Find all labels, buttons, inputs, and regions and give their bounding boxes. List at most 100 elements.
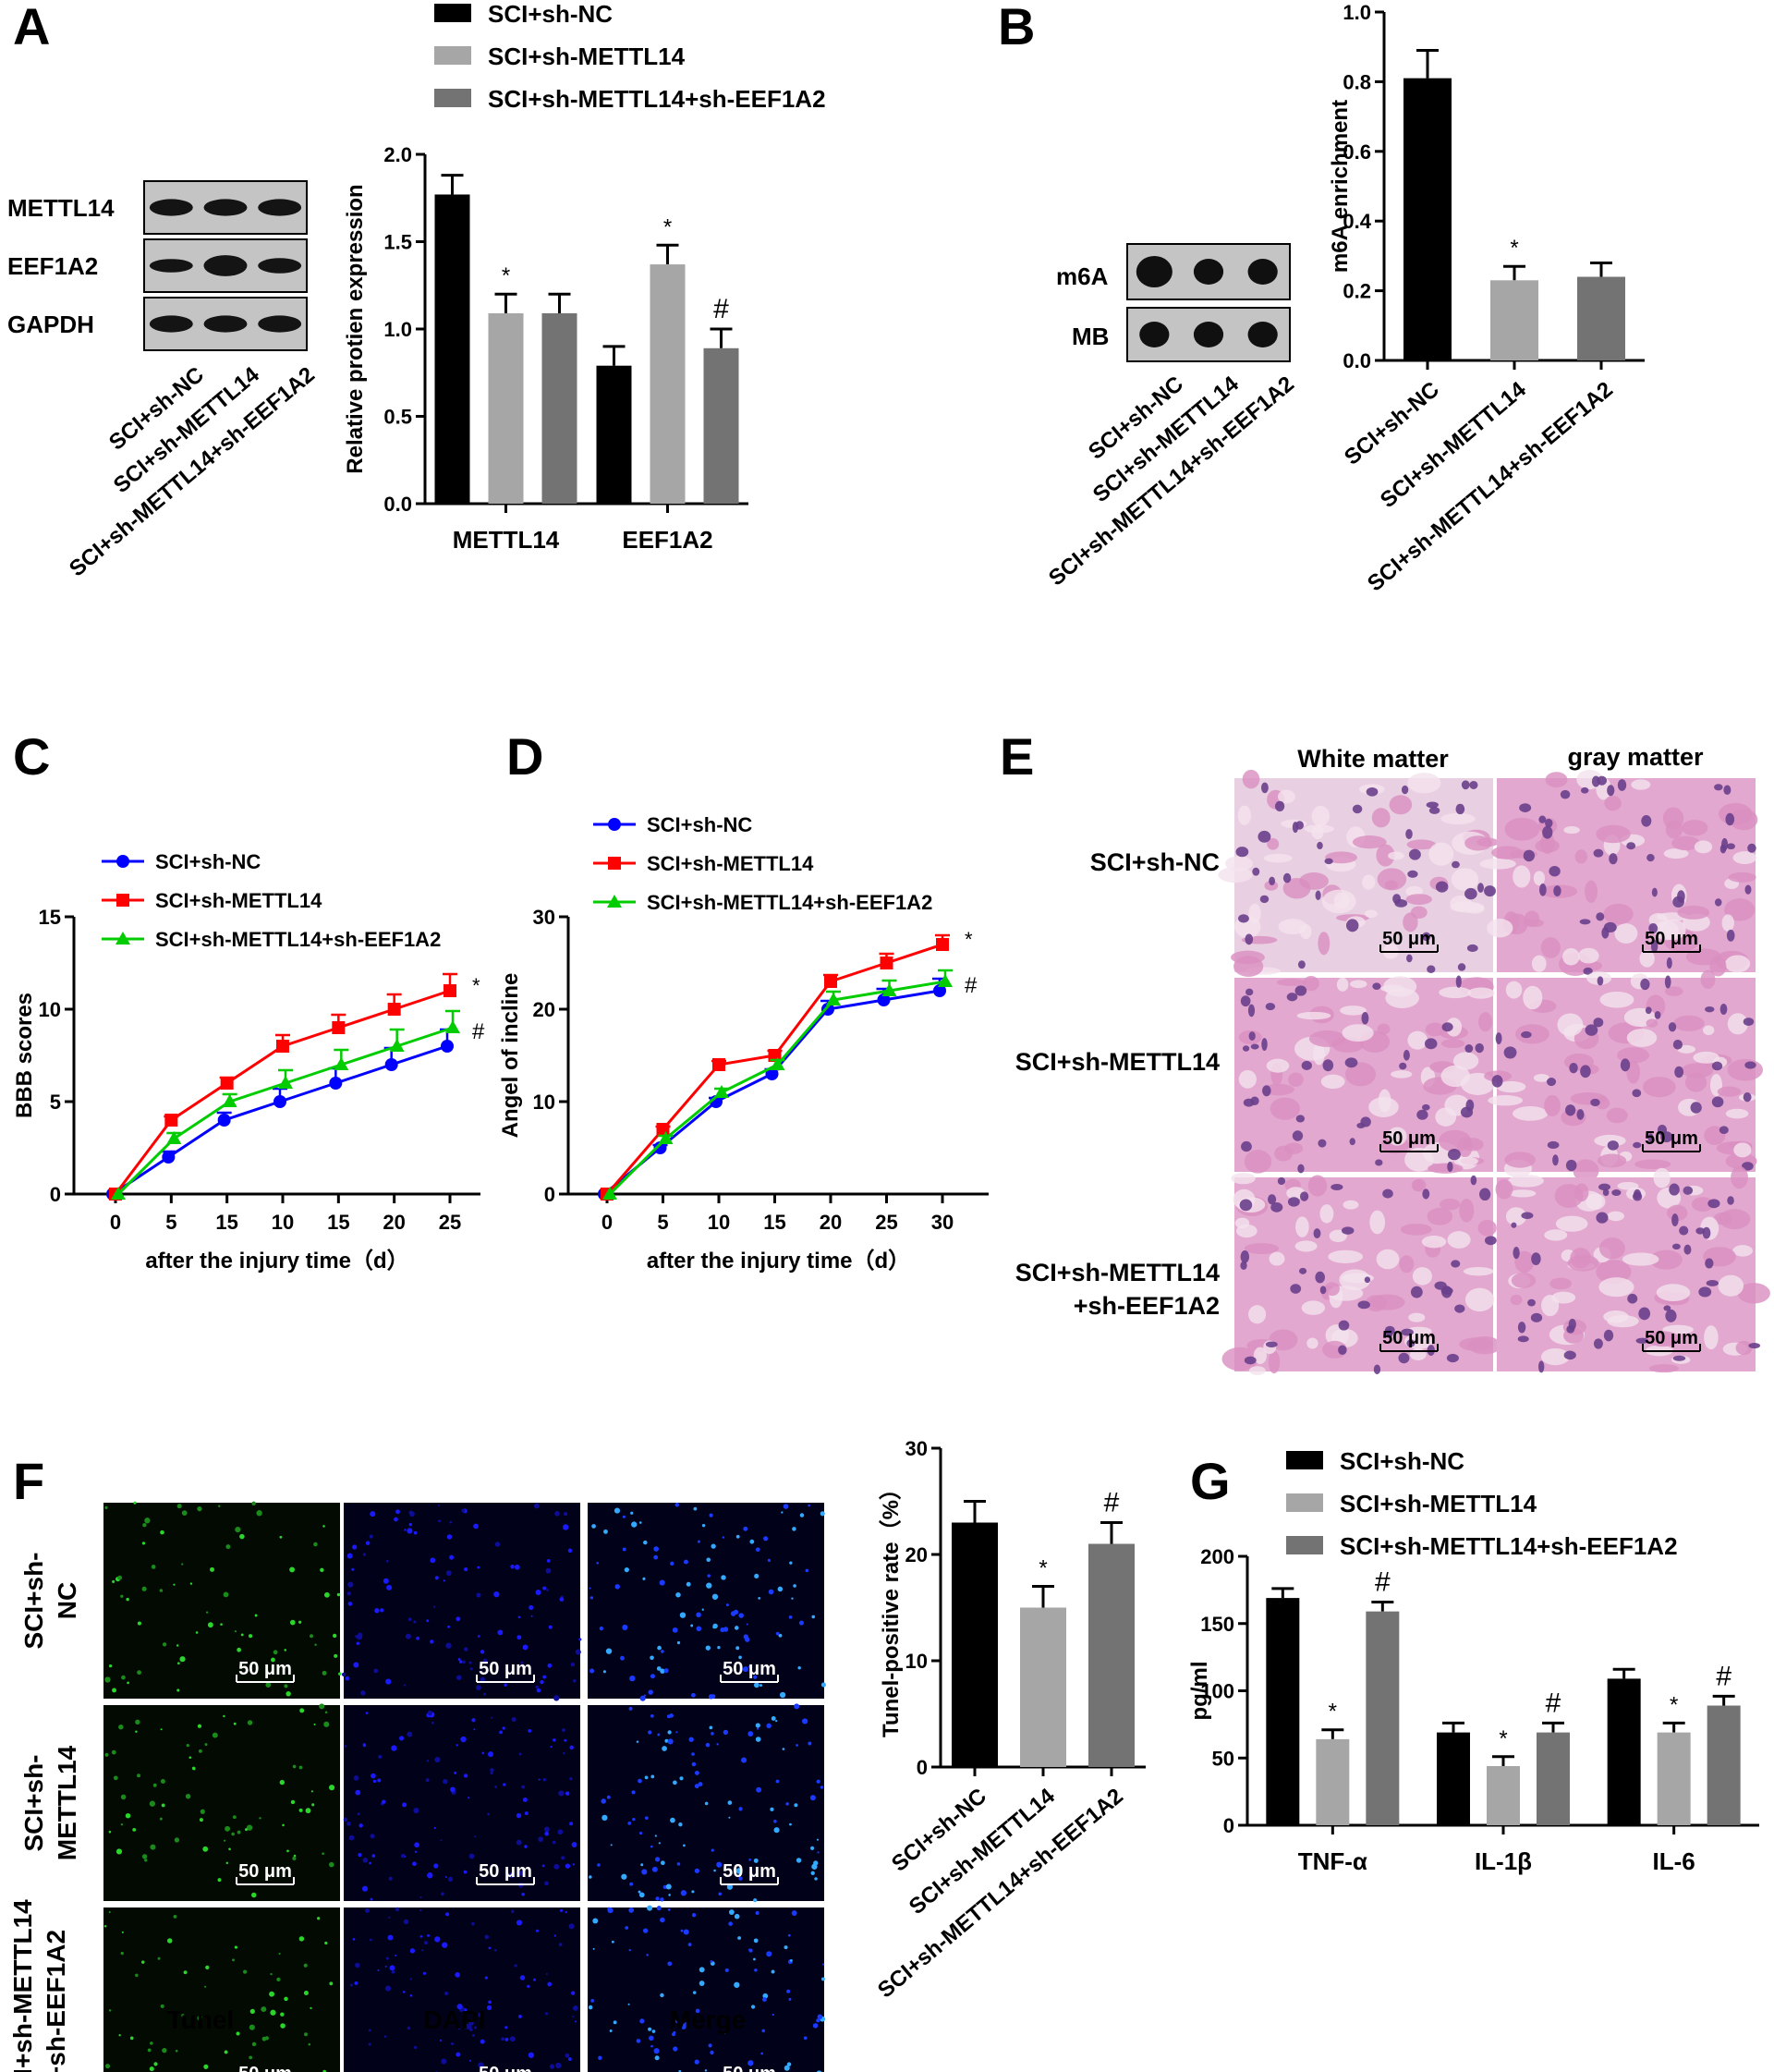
chart-d-x-tick-label: 30 bbox=[931, 1211, 954, 1234]
fluorescence-cell bbox=[691, 1761, 697, 1767]
chart-c-data-point bbox=[166, 1131, 182, 1144]
he-nucleus bbox=[1719, 1126, 1729, 1135]
chart-d-x-tick-label: 15 bbox=[763, 1211, 785, 1234]
fluorescence-cell bbox=[741, 1757, 747, 1763]
fluorescence-cell bbox=[708, 2043, 712, 2048]
fluorescence-cell bbox=[701, 1608, 704, 1611]
fluorescence-cell bbox=[518, 1752, 522, 1756]
fluorescence-cell bbox=[653, 1554, 659, 1560]
he-texture bbox=[1403, 912, 1418, 932]
fluorescence-cell bbox=[362, 1885, 369, 1892]
fluorescence-cell bbox=[438, 1519, 442, 1523]
chart-d-significance-mark: # bbox=[965, 973, 978, 998]
chart-d-data-point bbox=[765, 1067, 779, 1080]
fluorescence-cell bbox=[797, 1666, 801, 1670]
fluorescence-cell bbox=[153, 2062, 158, 2066]
fluorescence-cell bbox=[292, 1764, 297, 1769]
fluorescence-cell bbox=[659, 1579, 665, 1586]
fluorescence-cell bbox=[284, 1996, 288, 2002]
fluorescence-cell bbox=[468, 2059, 472, 2062]
fluorescence-cell bbox=[286, 1849, 289, 1853]
fluorescence-cell bbox=[799, 1513, 805, 1517]
fluorescence-cell bbox=[773, 1827, 780, 1834]
fluorescence-cell bbox=[431, 1721, 434, 1725]
fluorescence-cell bbox=[528, 2052, 535, 2058]
he-texture bbox=[1248, 903, 1261, 924]
fluorescence-cell bbox=[395, 1509, 400, 1515]
he-nucleus bbox=[1542, 825, 1553, 839]
chart-d-data-point bbox=[770, 1057, 785, 1070]
he-nucleus bbox=[1313, 1228, 1321, 1239]
fluorescence-cell bbox=[480, 2039, 485, 2044]
fluorescence-cell bbox=[234, 1945, 237, 1949]
fluorescence-cell bbox=[464, 1647, 468, 1652]
fluorescence-cell bbox=[798, 1620, 805, 1626]
fluorescence-cell bbox=[449, 1554, 455, 1560]
fluorescence-cell bbox=[197, 1505, 202, 1512]
fluorescence-cell bbox=[796, 1858, 802, 1863]
fluorescence-cell bbox=[518, 2014, 522, 2018]
chart-f-significance-mark: * bbox=[1039, 1556, 1047, 1581]
he-nucleus bbox=[1726, 843, 1735, 850]
fluorescence-cell bbox=[794, 1803, 798, 1808]
fluorescence-cell bbox=[748, 1948, 753, 1953]
he-texture bbox=[1703, 1025, 1715, 1036]
he-nucleus bbox=[1683, 1186, 1694, 1195]
fluorescence-cell bbox=[334, 1653, 338, 1658]
chart-d-data-point bbox=[938, 974, 953, 987]
he-texture bbox=[1284, 1142, 1304, 1154]
fluorescence-cell bbox=[678, 2069, 682, 2072]
he-nucleus bbox=[1407, 870, 1418, 878]
fluorescence-cell bbox=[509, 2036, 516, 2042]
fluorescence-cell bbox=[289, 1619, 296, 1626]
fluorescence-cell bbox=[728, 1921, 733, 1926]
fluorescence-cell bbox=[755, 1737, 761, 1742]
chart-c-data-point bbox=[273, 1095, 286, 1108]
fluorescence-cell bbox=[775, 1631, 780, 1636]
he-nucleus bbox=[1457, 963, 1466, 971]
fluorescence-cell bbox=[614, 1584, 620, 1590]
he-micrograph: 50 μm bbox=[1484, 969, 1764, 1183]
he-nucleus bbox=[1259, 895, 1270, 904]
fluorescence-cell bbox=[181, 2014, 185, 2017]
he-nucleus bbox=[1726, 929, 1735, 942]
fluorescence-cell bbox=[656, 1666, 662, 1671]
fluorescence-cell bbox=[668, 1894, 671, 1896]
fluorescence-cell bbox=[346, 1821, 351, 1826]
fluorescence-cell bbox=[231, 1832, 235, 1836]
dot-blot-mb-dot bbox=[1139, 322, 1170, 347]
fluorescence-cell bbox=[162, 2047, 167, 2054]
chart-c-x-tick-label: 25 bbox=[439, 1211, 461, 1234]
scale-bar-label: 50 μm bbox=[1382, 1128, 1436, 1149]
fluorescence-cell bbox=[159, 1589, 164, 1592]
fluorescence-cell bbox=[527, 1984, 530, 1989]
he-texture bbox=[1235, 1224, 1258, 1238]
chart-f-x-tick-label: SCI+sh-METTL14+sh-EEF1A2 bbox=[873, 1784, 1128, 2004]
he-texture bbox=[1562, 947, 1580, 966]
fluorescence-cell bbox=[360, 1690, 366, 1696]
he-nucleus bbox=[1706, 1279, 1719, 1286]
he-texture bbox=[1440, 1039, 1465, 1049]
he-nucleus bbox=[1341, 1226, 1355, 1235]
fluorescence-cell bbox=[202, 1846, 209, 1852]
fluorescence-cell bbox=[654, 1834, 657, 1837]
he-texture bbox=[1733, 1142, 1752, 1158]
chart-a-significance-mark: # bbox=[713, 294, 729, 324]
he-nucleus bbox=[1295, 1115, 1306, 1123]
fluorescence-cell bbox=[322, 1525, 325, 1528]
fluorescence-cell bbox=[650, 2044, 653, 2048]
fluorescence-cell bbox=[647, 1905, 653, 1911]
he-nucleus bbox=[1632, 1089, 1642, 1098]
fluorescence-cell bbox=[462, 1660, 466, 1664]
fluorescence-cell bbox=[817, 2014, 823, 2020]
fluorescence-cell bbox=[656, 1906, 662, 1911]
fluorescence-cell bbox=[405, 1633, 411, 1639]
he-nucleus bbox=[1452, 860, 1460, 869]
fluorescence-cell bbox=[559, 1597, 565, 1602]
chart-c-x-tick-label: 15 bbox=[215, 1211, 237, 1234]
he-nucleus bbox=[1240, 1249, 1250, 1263]
fluorescence-cell bbox=[220, 1623, 223, 1626]
fluorescence-cell bbox=[127, 1681, 129, 1685]
fluorescence-cell bbox=[571, 1991, 576, 1995]
fluorescence-cell bbox=[323, 1721, 330, 1727]
